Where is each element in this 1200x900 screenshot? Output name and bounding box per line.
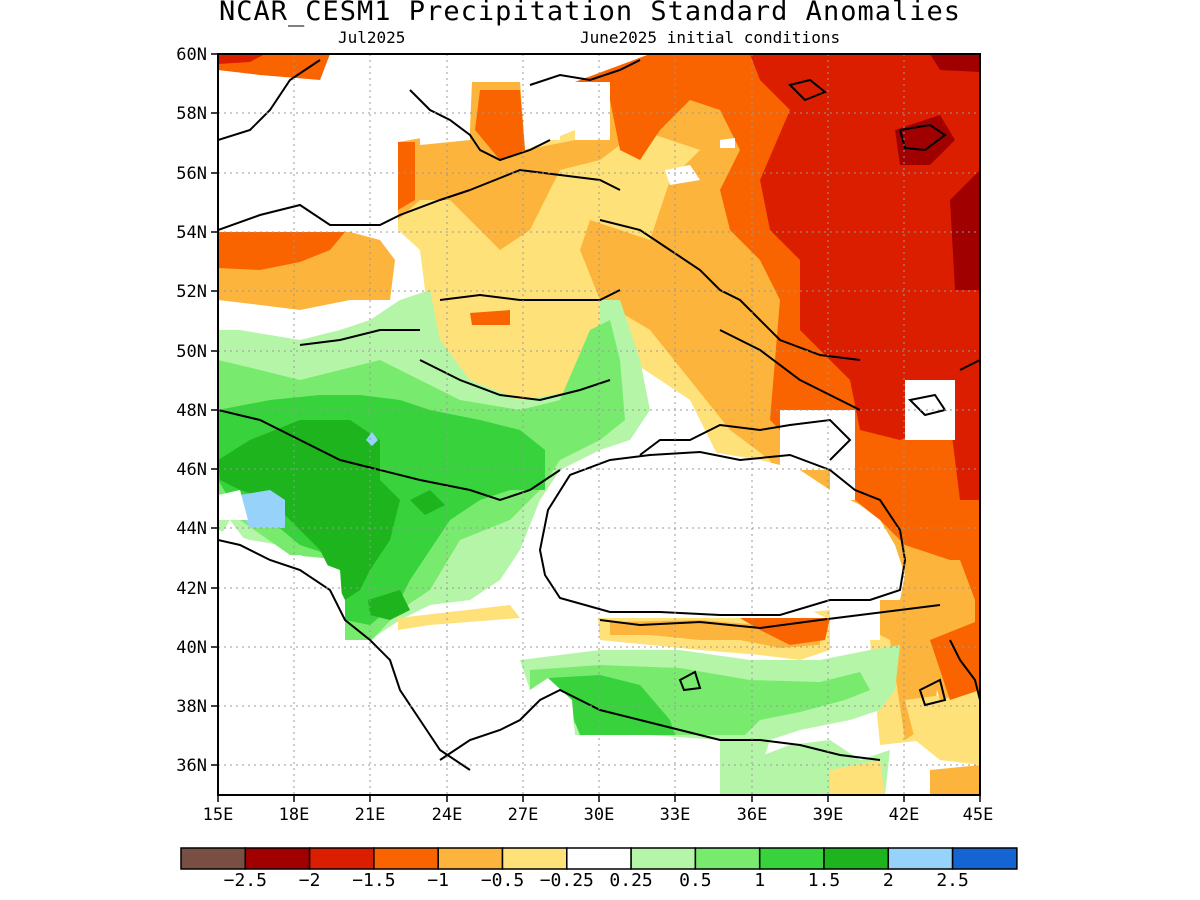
y-tick-label: 50N	[176, 342, 207, 362]
colorbar-swatch	[373, 847, 439, 870]
colorbar-label: 1	[754, 870, 766, 891]
y-tick-label: 36N	[176, 756, 207, 776]
anomaly-field	[218, 54, 980, 795]
y-tick-label: 46N	[176, 460, 207, 480]
colorbar-label: 2	[882, 870, 894, 891]
colorbar-swatch	[758, 847, 825, 870]
forecast-month: Jul2025	[338, 28, 406, 47]
y-tick-label: 60N	[176, 45, 207, 65]
colorbar-swatch	[887, 847, 954, 870]
x-tick-label: 33E	[660, 805, 691, 825]
x-tick-label: 21E	[355, 805, 386, 825]
y-tick-label: 38N	[176, 697, 207, 717]
x-axis-labels: 15E 18E 21E 24E 27E 30E 33E 36E 39E 42E …	[203, 805, 994, 825]
y-tick-label: 42N	[176, 579, 207, 599]
colorbar-swatch	[180, 847, 247, 870]
tick-marks	[211, 53, 981, 802]
initial-conditions: June2025 initial conditions	[580, 28, 841, 47]
y-tick-label: 44N	[176, 519, 207, 539]
colorbar-label: −0.5	[480, 870, 525, 891]
colorbar-label: −2.5	[223, 870, 267, 891]
x-tick-label: 36E	[737, 805, 768, 825]
y-tick-label: 48N	[176, 401, 207, 421]
colorbar-label: −1.5	[352, 870, 396, 891]
colorbar-swatch	[501, 847, 568, 870]
chart-title: NCAR_CESM1 Precipitation Standard Anomal…	[219, 0, 961, 27]
coastlines	[218, 59, 980, 771]
x-tick-label: 15E	[203, 805, 234, 825]
colorbar-swatch	[437, 847, 504, 870]
y-axis-labels: 60N 58N 56N 54N 52N 50N 48N 46N 44N 42N …	[176, 45, 207, 776]
colorbar-label: −1	[427, 870, 450, 891]
grid-lines	[218, 54, 980, 795]
x-tick-label: 27E	[508, 805, 539, 825]
colorbar-label: −2	[298, 870, 321, 891]
colorbar-label: 1.5	[807, 870, 841, 891]
y-tick-label: 56N	[176, 164, 207, 184]
colorbar-swatch	[630, 847, 697, 870]
x-tick-label: 24E	[432, 805, 463, 825]
colorbar-swatch	[951, 847, 1018, 870]
colorbar-swatch	[694, 847, 761, 870]
colorbar-swatch	[823, 847, 890, 870]
colorbar	[180, 847, 1018, 870]
colorbar-swatch	[566, 847, 632, 870]
y-tick-label: 52N	[176, 282, 207, 302]
x-tick-label: 42E	[889, 805, 920, 825]
y-tick-label: 40N	[176, 638, 207, 658]
colorbar-label: 0.5	[679, 870, 712, 891]
x-tick-label: 18E	[279, 805, 310, 825]
x-tick-label: 30E	[584, 805, 615, 825]
x-tick-label: 39E	[813, 805, 844, 825]
colorbar-label: 0.25	[609, 870, 653, 891]
colorbar-swatch	[244, 847, 311, 870]
x-tick-label: 45E	[963, 805, 994, 825]
colorbar-swatch	[308, 847, 375, 870]
y-tick-label: 58N	[176, 104, 207, 124]
y-tick-label: 54N	[176, 223, 207, 243]
colorbar-label: 2.5	[936, 870, 969, 891]
colorbar-label: −0.25	[539, 870, 594, 891]
